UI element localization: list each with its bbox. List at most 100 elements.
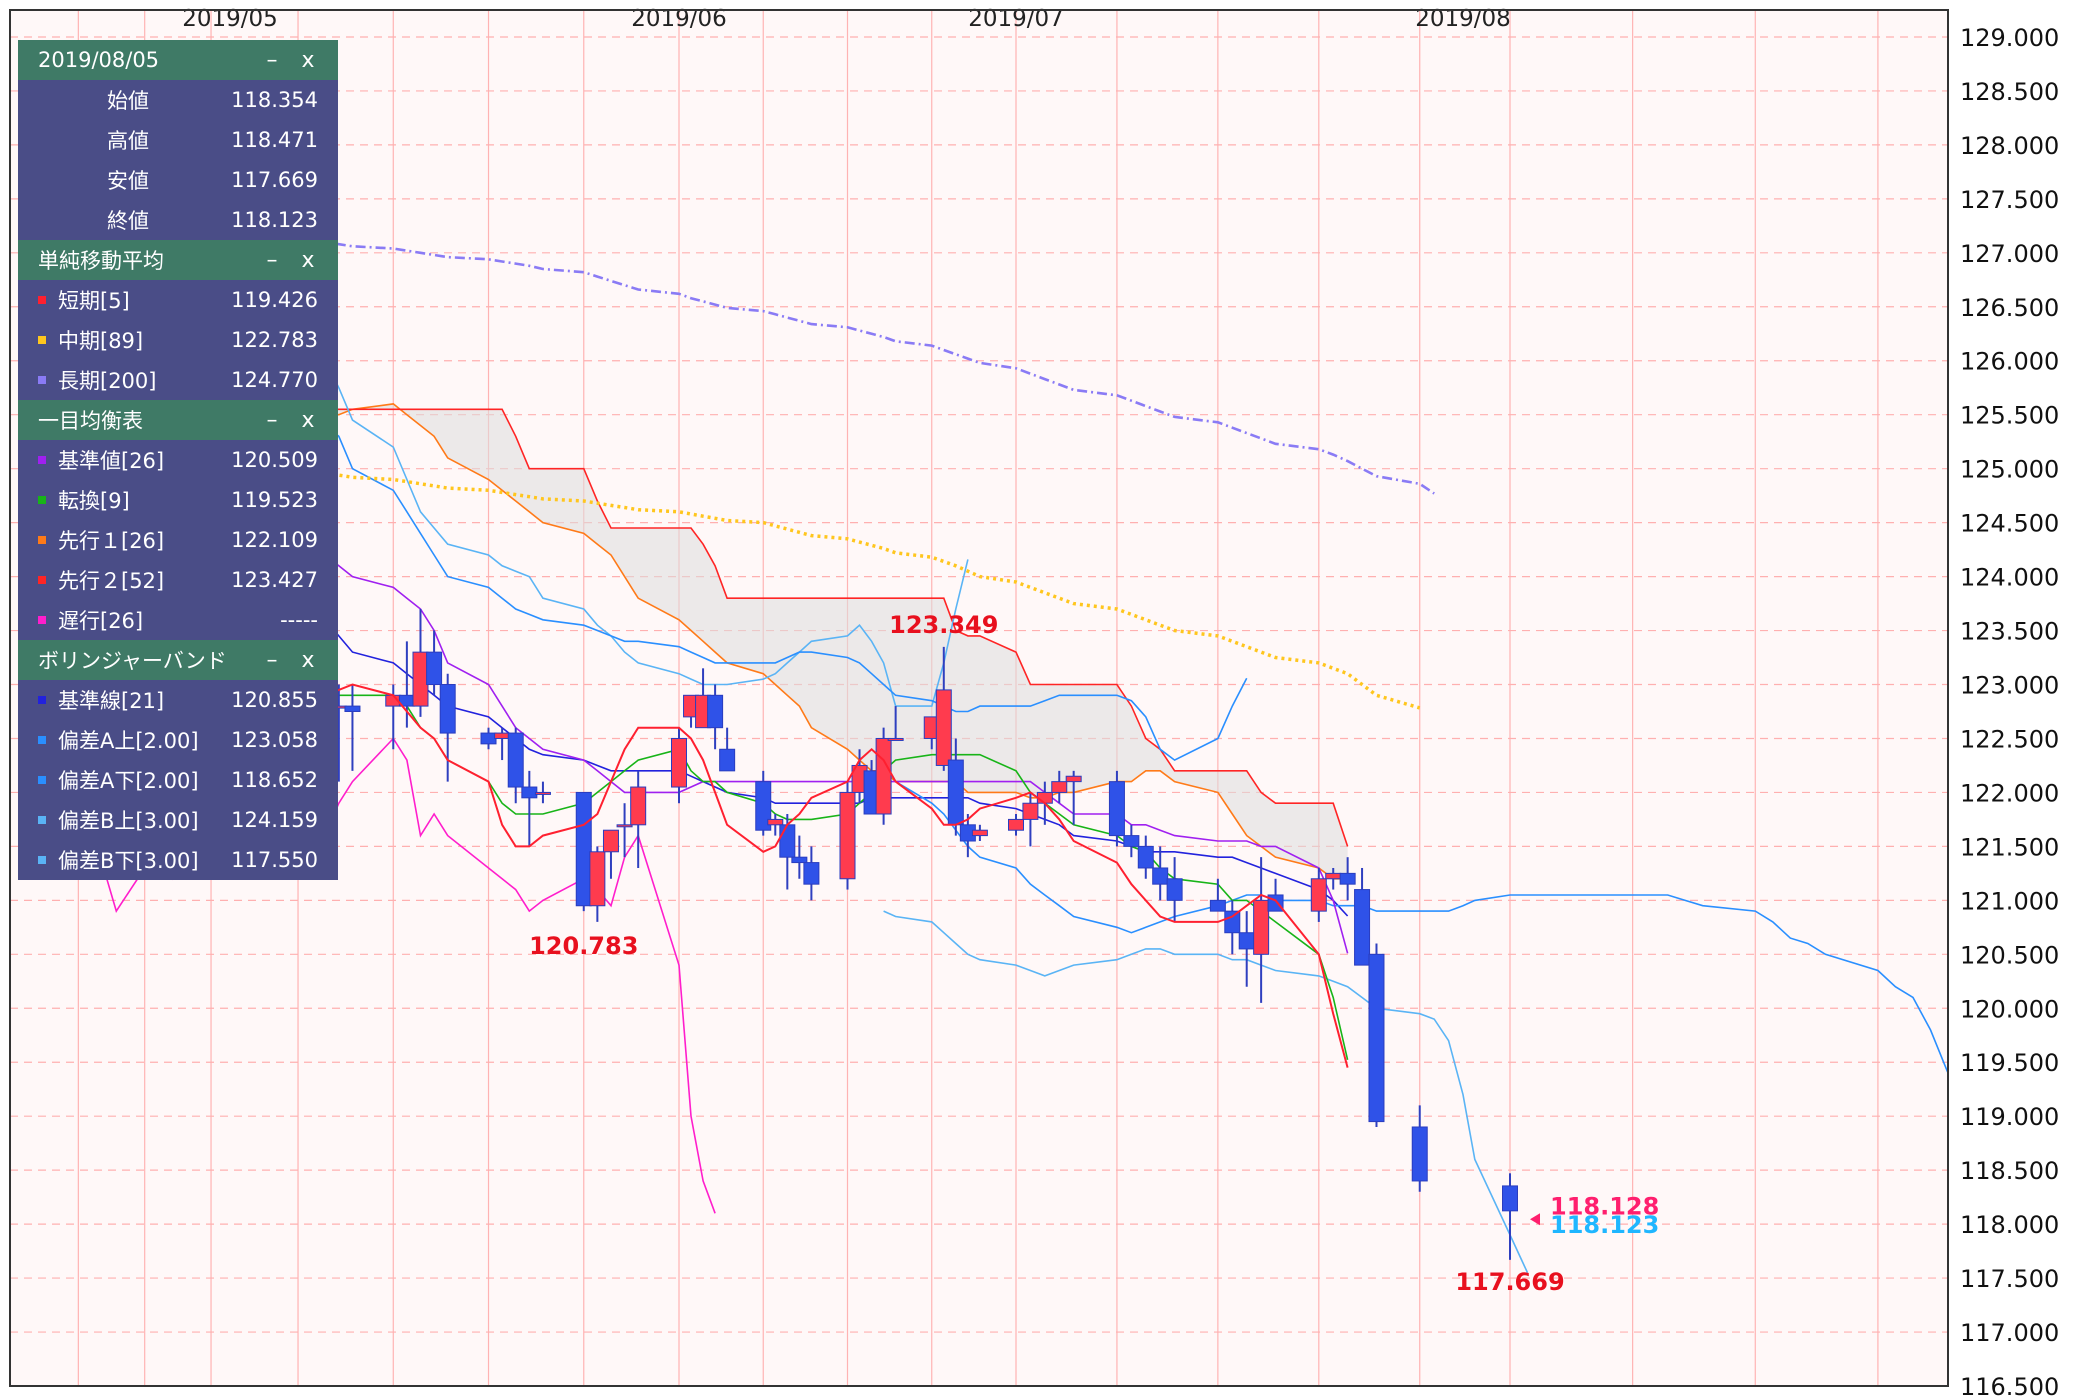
candle-up <box>935 689 952 766</box>
sma-short-swatch <box>38 296 46 304</box>
candle-up <box>671 737 687 788</box>
ichimoku-span1-swatch <box>38 536 46 544</box>
y-tick-label: 124.500 <box>1960 510 2059 538</box>
bollinger-mid-swatch <box>38 696 46 704</box>
candle-down <box>719 748 736 772</box>
ohlc-close-label: 終値 <box>107 209 149 233</box>
candle-down <box>575 791 592 907</box>
candle-down <box>426 651 443 686</box>
bollinger-upper3-swatch <box>38 816 46 824</box>
sma-close-button[interactable]: x <box>301 247 315 273</box>
ohlc-close-row: 終値 118.123 <box>18 200 338 240</box>
bollinger-mid-value: 120.855 <box>231 688 318 712</box>
ichimoku-tenkan-row: 転換[9] 119.523 <box>18 480 338 520</box>
bollinger-upper2-swatch <box>38 736 46 744</box>
candle-down <box>1502 1185 1518 1212</box>
bollinger-lower3-row: 偏差B下[3.00] 117.550 <box>18 840 338 880</box>
bollinger-lower2-label: 偏差A下[2.00] <box>58 769 199 793</box>
candle-up <box>767 818 784 826</box>
candle-down <box>707 694 724 729</box>
candle-down <box>1166 878 1183 901</box>
ichimoku-kijun-row: 基準値[26] 120.509 <box>18 440 338 480</box>
y-tick-label: 122.000 <box>1960 779 2059 807</box>
y-tick-label: 117.500 <box>1960 1265 2059 1293</box>
ichimoku-span2-swatch <box>38 576 46 584</box>
candle-up <box>1051 781 1068 793</box>
ohlc-minimize-button[interactable]: – <box>266 47 278 73</box>
y-tick-label: 127.000 <box>1960 240 2059 268</box>
bollinger-upper2-row: 偏差A上[2.00] 123.058 <box>18 720 338 760</box>
indicator-panel[interactable]: 2019/08/05 – x 始値 118.354 高値 118.471 安値 117… <box>18 40 338 880</box>
ichimoku-cloud <box>230 403 1348 879</box>
y-tick-label: 125.000 <box>1960 456 2059 484</box>
y-tick-label: 119.500 <box>1960 1049 2059 1077</box>
bollinger-minimize-button[interactable]: – <box>266 647 278 673</box>
y-tick-label: 118.500 <box>1960 1157 2059 1185</box>
ichimoku-tenkan-label: 転換[9] <box>58 489 130 513</box>
bid-price-label: 118.128 <box>1550 1192 1659 1220</box>
candle-up <box>1310 878 1327 912</box>
sma-minimize-button[interactable]: – <box>266 247 278 273</box>
ichimoku-title: 一目均衡表 <box>38 409 143 433</box>
bollinger-lower2-line <box>882 759 1949 1154</box>
ohlc-close-button[interactable]: x <box>301 47 315 73</box>
high-annotation: 123.349 <box>889 611 998 639</box>
candle-down <box>1339 872 1356 885</box>
bollinger-close-button[interactable]: x <box>301 647 315 673</box>
candle-down <box>439 684 456 734</box>
low-annotation: 117.669 <box>1455 1268 1564 1296</box>
ichimoku-kijun-value: 120.509 <box>231 448 318 472</box>
candle-up <box>616 824 633 828</box>
bollinger-lower2-swatch <box>38 776 46 784</box>
low-annotation: 120.783 <box>529 932 638 960</box>
ichimoku-span2-line <box>230 408 1349 847</box>
y-tick-label: 120.500 <box>1960 941 2059 969</box>
candle-down <box>1152 867 1169 885</box>
sma-long-row: 長期[200] 124.770 <box>18 360 338 400</box>
candle-down <box>779 824 796 858</box>
sma-long-swatch <box>38 376 46 384</box>
y-tick-label: 123.000 <box>1960 672 2059 700</box>
ichimoku-span1-label: 先行１[26] <box>58 529 165 553</box>
candle-down <box>1123 835 1140 847</box>
sma-long-label: 長期[200] <box>58 369 157 393</box>
bollinger-mid-row: 基準線[21] 120.855 <box>18 680 338 720</box>
ichimoku-close-button[interactable]: x <box>301 407 315 433</box>
sma-section-header: 単純移動平均 – x <box>18 240 338 280</box>
ohlc-low-row: 安値 117.669 <box>18 160 338 200</box>
y-tick-label: 126.000 <box>1960 348 2059 376</box>
ohlc-low-label: 安値 <box>107 169 149 193</box>
bollinger-lower3-line <box>883 910 1529 1274</box>
sma-mid-value: 122.783 <box>231 328 318 352</box>
ichimoku-minimize-button[interactable]: – <box>266 407 278 433</box>
candle-up <box>875 737 892 815</box>
bollinger-lower2-row: 偏差A下[2.00] 118.652 <box>18 760 338 800</box>
candle-down <box>1224 910 1241 934</box>
sma-mid-row: 中期[89] 122.783 <box>18 320 338 360</box>
candle-up <box>1253 899 1270 955</box>
y-tick-label: 125.500 <box>1960 402 2059 430</box>
ohlc-open-value: 118.354 <box>231 88 318 112</box>
y-tick-label: 124.000 <box>1960 564 2059 592</box>
candle-up <box>630 786 647 826</box>
y-tick-label: 128.500 <box>1960 78 2059 106</box>
candle-down <box>1354 889 1371 966</box>
bollinger-upper3-label: 偏差B上[3.00] <box>58 809 199 833</box>
ohlc-date-title: 2019/08/05 <box>38 48 160 72</box>
candle-up <box>589 851 606 907</box>
ichimoku-tenkan-value: 119.523 <box>231 488 318 512</box>
sma-short-line <box>229 683 1349 1068</box>
y-tick-label: 118.000 <box>1960 1211 2059 1239</box>
sma-mid-line <box>297 466 1421 710</box>
candle-down <box>480 732 497 745</box>
ichimoku-span2-label: 先行２[52] <box>58 569 165 593</box>
candle-up <box>887 737 904 741</box>
ichimoku-tenkan-swatch <box>38 496 46 504</box>
candle-down <box>1368 953 1385 1123</box>
ichimoku-section-header: 一目均衡表 – x <box>18 400 338 440</box>
bollinger-upper2-value: 123.058 <box>231 728 318 752</box>
y-tick-label: 116.500 <box>1960 1373 2059 1396</box>
y-tick-label: 121.000 <box>1960 887 2059 915</box>
ohlc-open-row: 始値 118.354 <box>18 80 338 120</box>
